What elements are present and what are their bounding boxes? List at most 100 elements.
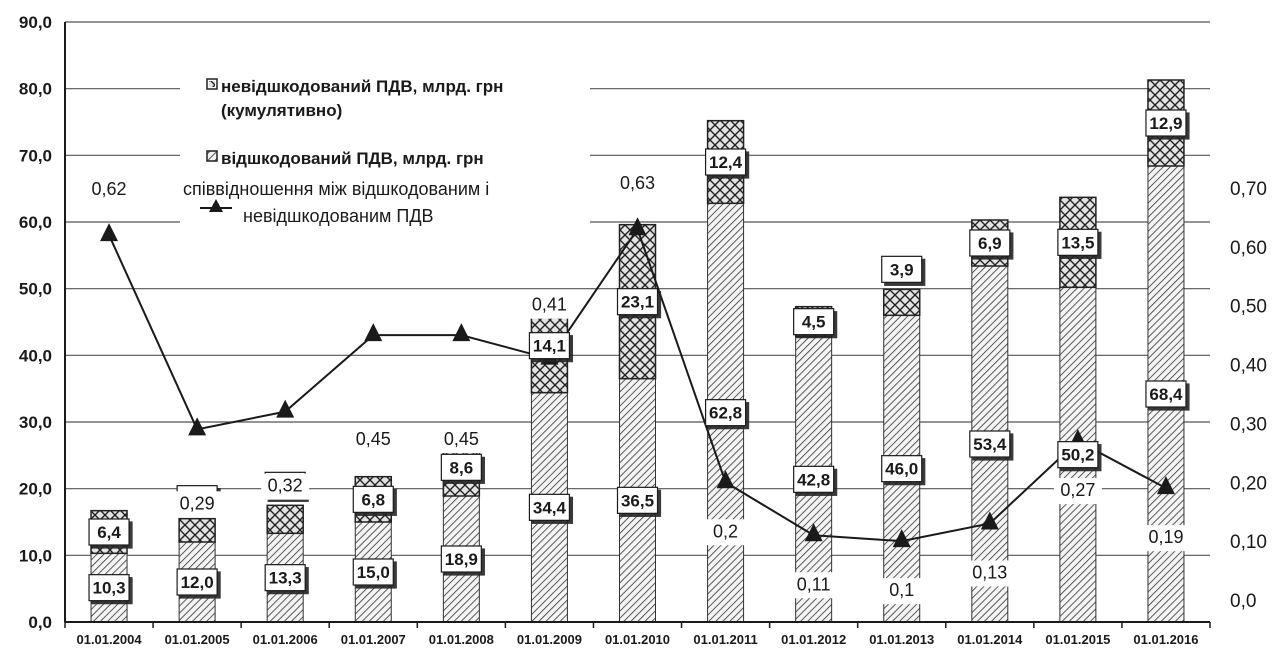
ratio-point-triangle-icon — [716, 470, 735, 489]
data-label-unrefunded: 23,1 — [621, 293, 654, 312]
ratio-point-triangle-icon — [628, 217, 647, 236]
x-tick-label: 01.01.2010 — [605, 632, 670, 647]
ratio-label: 0,11 — [797, 574, 831, 594]
x-tick-label: 01.01.2007 — [341, 632, 406, 647]
ratio-label: 0,32 — [268, 476, 303, 496]
ratio-label-bg — [701, 519, 750, 546]
ratio-label-bg — [437, 427, 486, 454]
data-label-refunded: 18,9 — [445, 550, 478, 569]
data-label-refunded: 53,4 — [973, 435, 1007, 454]
y2-tick-label: 0,10 — [1230, 532, 1267, 553]
data-label-refunded-box — [176, 568, 218, 596]
x-tick-label: 01.01.2008 — [429, 632, 494, 647]
y-tick-label: 80,0 — [19, 80, 52, 99]
y-tick-label: 10,0 — [19, 546, 52, 565]
ratio-label-bg — [173, 491, 222, 518]
y-tick-label: 50,0 — [19, 280, 52, 299]
ratio-point-triangle-icon — [452, 323, 471, 342]
ratio-point-triangle-icon — [804, 523, 823, 542]
x-tick-label: 01.01.2016 — [1133, 632, 1198, 647]
data-label-refunded-box — [264, 564, 306, 592]
ratio-point-triangle-icon — [980, 511, 999, 530]
y-tick-label: 70,0 — [19, 146, 52, 165]
legend-ratio-line1: співвідношення між відшкодованим і — [183, 179, 489, 199]
data-label-refunded: 10,3 — [92, 579, 125, 598]
y2-tick-label: 0,50 — [1230, 297, 1267, 318]
y-tick-label: 20,0 — [19, 480, 52, 499]
legend-unrefunded-line1: невідшкодований ПДВ, млрд. грн — [221, 77, 503, 96]
ratio-line — [100, 217, 1175, 548]
data-label-refunded: 13,3 — [269, 569, 302, 588]
legend-ratio-line2: невідшкодованим ПДВ — [243, 206, 434, 226]
y2-tick-label: 0,20 — [1230, 473, 1267, 494]
data-label-unrefunded-box — [704, 148, 747, 176]
data-label-refunded-box — [793, 465, 835, 493]
x-tick-label: 01.01.2012 — [781, 632, 846, 647]
ratio-label: 0,27 — [1060, 480, 1095, 500]
data-label-refunded-box — [704, 399, 747, 427]
data-label-refunded: 36,5 — [621, 491, 654, 510]
legend-swatch-refunded — [206, 150, 218, 162]
x-tick-label: 01.01.2005 — [165, 632, 230, 647]
ratio-label: 0,1 — [889, 580, 914, 600]
y2-tick-label: 0,0 — [1230, 591, 1256, 612]
bar-unrefunded — [266, 504, 304, 535]
legend-swatch-unrefunded-fill — [209, 81, 215, 87]
ratio-label-bg — [525, 292, 574, 319]
data-label-refunded: 34,4 — [533, 498, 567, 517]
x-tick-label: 01.01.2011 — [693, 632, 757, 647]
ratio-label-bg — [1053, 478, 1102, 505]
legend-unrefunded-line2: (кумулятивно) — [221, 101, 342, 120]
data-label-unrefunded-box — [969, 229, 1011, 257]
legend-background — [180, 72, 590, 252]
ratio-point-triangle-icon — [892, 529, 911, 548]
data-label-unrefunded: 3,9 — [890, 260, 914, 279]
data-label-unrefunded-box — [440, 453, 482, 481]
x-tick-label: 01.01.2004 — [76, 632, 142, 647]
data-label-unrefunded: 12,4 — [709, 153, 743, 172]
data-label-refunded-box — [881, 455, 923, 483]
data-label-refunded: 62,8 — [709, 404, 742, 423]
x-tick-label: 01.01.2009 — [517, 632, 582, 647]
ratio-point-triangle-icon — [276, 399, 295, 418]
ratio-point-triangle-icon — [100, 223, 119, 242]
data-label-unrefunded: 13,5 — [1061, 233, 1094, 252]
data-label-unrefunded: 14,1 — [533, 337, 566, 356]
data-label-unrefunded-box — [616, 288, 659, 316]
data-label-refunded: 15,0 — [357, 563, 390, 582]
data-label-refunded: 12,0 — [181, 573, 214, 592]
y-tick-label: 90,0 — [19, 13, 52, 32]
data-label-refunded-box — [528, 493, 571, 521]
ratio-label-bg — [261, 473, 310, 500]
bar-unrefunded — [178, 517, 216, 543]
bar-unrefunded — [882, 288, 921, 317]
ratio-label: 0,2 — [713, 521, 738, 541]
data-label-refunded: 68,4 — [1149, 385, 1183, 404]
y-tick-label: 40,0 — [19, 346, 52, 365]
y-tick-label: 60,0 — [19, 213, 52, 232]
data-labels: 10,3 12,0 13,3 15,0 18,9 34,4 36,5 62,8 42,8 46,0… — [85, 109, 1190, 605]
data-label-unrefunded: 4,5 — [802, 313, 826, 332]
data-label-refunded-box — [1057, 441, 1099, 469]
data-label-refunded: 50,2 — [1061, 446, 1094, 465]
ratio-label: 0,45 — [444, 429, 479, 449]
data-label-refunded: 46,0 — [885, 460, 918, 479]
ratio-label-bg — [789, 572, 838, 599]
y2-tick-label: 0,30 — [1230, 414, 1267, 435]
data-label-refunded: 42,8 — [797, 470, 830, 489]
data-label-refunded-box — [88, 574, 130, 602]
data-label-unrefunded: 8,6 — [450, 458, 474, 477]
axes: 0,0 10,0 20,0 30,0 40,0 50,0 60,0 70,0 80,0 90,0 0… — [19, 13, 1267, 647]
data-label-unrefunded: 6,8 — [361, 490, 385, 509]
data-label-unrefunded-box — [88, 518, 130, 546]
x-tick-label: 01.01.2014 — [957, 632, 1023, 647]
ratio-point-triangle-icon — [1156, 476, 1175, 495]
ratio-label-bg — [85, 177, 134, 204]
data-label-refunded-box — [1145, 380, 1187, 408]
ratio-label-bg — [349, 427, 398, 454]
ratio-label: 0,62 — [92, 179, 127, 199]
ratio-label-bg — [1141, 525, 1190, 552]
y2-tick-label: 0,60 — [1230, 238, 1267, 259]
